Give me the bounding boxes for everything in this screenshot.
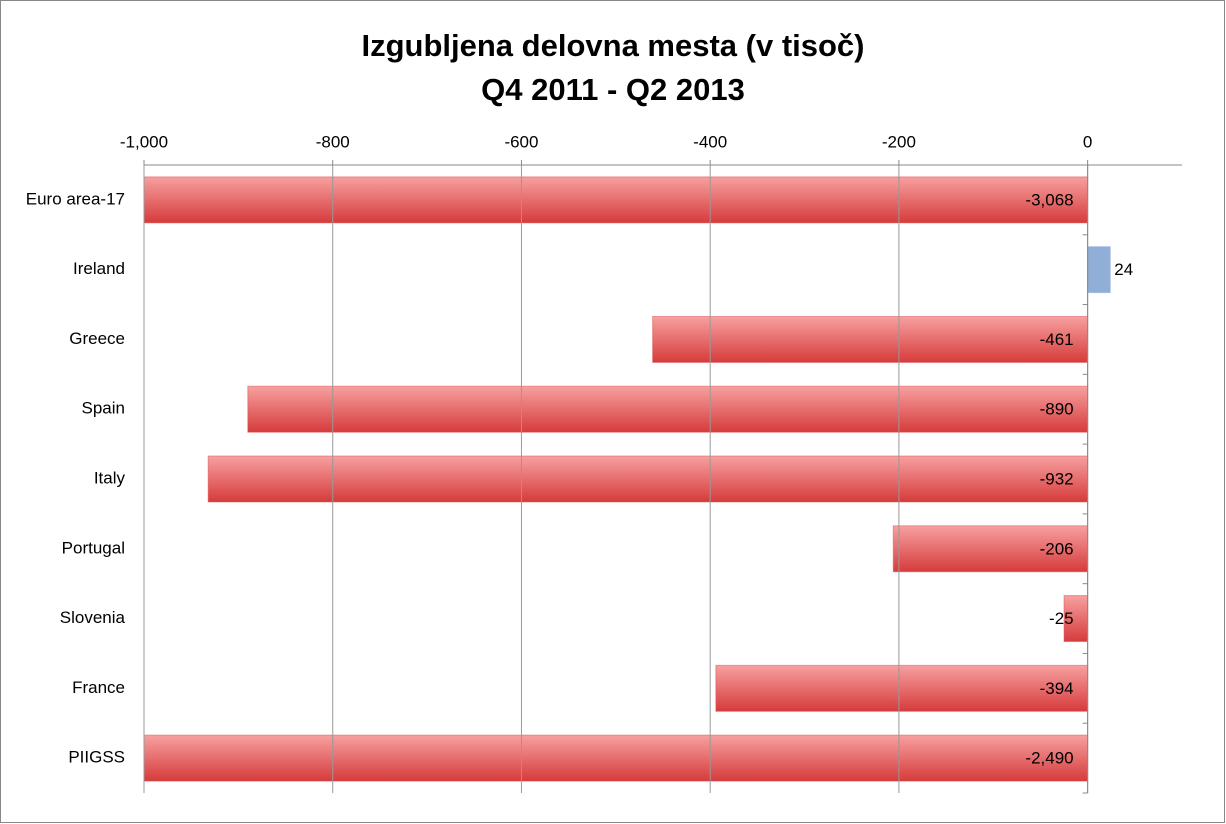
y-tick-label: Portugal: [62, 538, 125, 557]
y-tick-label: Greece: [69, 329, 125, 348]
y-tick-label: PIIGSS: [68, 748, 125, 767]
y-tick-label: France: [72, 678, 125, 697]
x-tick-label: -400: [693, 132, 727, 151]
bar: [144, 734, 1089, 782]
x-tick-label: 0: [1083, 132, 1092, 151]
value-label: -461: [1040, 330, 1074, 349]
bar: [652, 315, 1089, 363]
x-tick-label: -1,000: [120, 132, 168, 151]
y-tick-label: Euro area-17: [26, 189, 125, 208]
value-label: 24: [1114, 260, 1133, 279]
bar: [144, 176, 1089, 224]
value-label: -25: [1049, 609, 1074, 628]
bar: [207, 455, 1089, 503]
y-tick-label: Slovenia: [60, 608, 126, 627]
chart-subtitle: Q4 2011 - Q2 2013: [481, 72, 745, 107]
value-label: -2,490: [1025, 749, 1073, 768]
x-tick-label: -200: [882, 132, 916, 151]
bar: [1087, 246, 1111, 294]
value-label: -890: [1040, 400, 1074, 419]
bar: [247, 385, 1089, 433]
chart-title: Izgubljena delovna mesta (v tisoč): [361, 28, 864, 63]
value-label: -3,068: [1025, 190, 1073, 209]
bar: [892, 525, 1089, 573]
y-tick-label: Italy: [94, 468, 126, 487]
x-tick-label: -800: [316, 132, 350, 151]
value-label: -206: [1040, 539, 1074, 558]
x-tick-label: -600: [504, 132, 538, 151]
value-label: -932: [1040, 469, 1074, 488]
y-tick-label: Ireland: [73, 259, 125, 278]
y-tick-label: Spain: [82, 399, 125, 418]
value-label: -394: [1040, 679, 1074, 698]
bar: [715, 664, 1089, 712]
